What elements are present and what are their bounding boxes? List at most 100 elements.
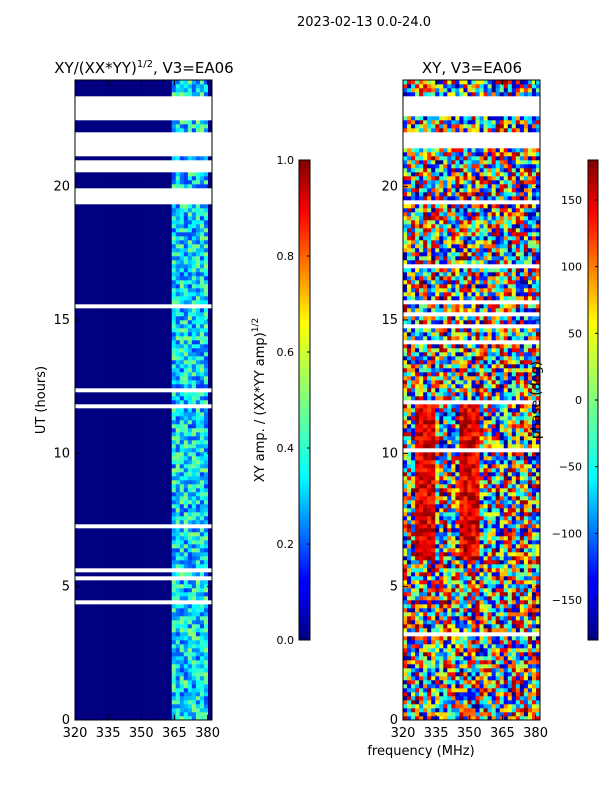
heatmap-cell: [151, 260, 156, 265]
heatmap-cell: [131, 616, 136, 621]
heatmap-cell: [119, 252, 124, 257]
heatmap-cell: [175, 716, 181, 721]
heatmap-cell: [175, 180, 181, 185]
heatmap-cell: [119, 432, 124, 437]
heatmap-cell: [83, 396, 88, 401]
heatmap-cell: [127, 552, 132, 557]
heatmap-cell: [135, 272, 140, 277]
heatmap-cell: [83, 224, 88, 229]
heatmap-cell: [195, 684, 201, 689]
heatmap-cell: [95, 680, 100, 685]
heatmap-cell: [83, 212, 88, 217]
heatmap-cell: [127, 488, 132, 493]
heatmap-cell: [179, 384, 185, 389]
heatmap-cell: [139, 480, 144, 485]
heatmap-cell: [155, 472, 160, 477]
heatmap-cell: [135, 320, 140, 325]
heatmap-cell: [91, 196, 96, 201]
heatmap-cell: [135, 700, 140, 705]
heatmap-cell: [95, 604, 100, 609]
heatmap-cell: [151, 700, 156, 705]
heatmap-cell: [127, 396, 132, 401]
heatmap-cell: [95, 468, 100, 473]
heatmap-cell: [123, 576, 128, 581]
heatmap-cell: [175, 344, 181, 349]
heatmap-cell: [111, 456, 116, 461]
heatmap-cell: [163, 564, 168, 569]
heatmap-cell: [79, 328, 84, 333]
heatmap-cell: [167, 280, 173, 285]
heatmap-cell: [75, 616, 80, 621]
heatmap-cell: [75, 588, 80, 593]
heatmap-cell: [207, 260, 213, 265]
heatmap-cell: [107, 304, 112, 309]
heatmap-cell: [139, 564, 144, 569]
heatmap-cell: [103, 152, 108, 157]
heatmap-cell: [115, 212, 120, 217]
heatmap-cell: [95, 412, 100, 417]
heatmap-cell: [99, 716, 104, 721]
heatmap-cell: [183, 560, 189, 565]
heatmap-cell: [151, 348, 156, 353]
heatmap-cell: [143, 564, 148, 569]
heatmap-cell: [179, 256, 185, 261]
heatmap-cell: [187, 156, 193, 161]
heatmap-cell: [123, 596, 128, 601]
heatmap-cell: [203, 504, 209, 509]
heatmap-cell: [187, 336, 193, 341]
heatmap-cell: [119, 540, 124, 545]
heatmap-cell: [175, 176, 181, 181]
heatmap-cell: [191, 676, 197, 681]
heatmap-cell: [119, 264, 124, 269]
heatmap-cell: [115, 640, 120, 645]
heatmap-cell: [119, 132, 124, 137]
heatmap-cell: [175, 260, 181, 265]
heatmap-cell: [207, 248, 213, 253]
heatmap-cell: [75, 372, 80, 377]
heatmap-cell: [75, 424, 80, 429]
heatmap-cell: [199, 148, 205, 153]
heatmap-cell: [163, 256, 168, 261]
heatmap-cell: [131, 688, 136, 693]
heatmap-cell: [199, 596, 205, 601]
heatmap-cell: [171, 172, 177, 177]
heatmap-cell: [183, 340, 189, 345]
heatmap-cell: [163, 416, 168, 421]
heatmap-cell: [119, 476, 124, 481]
heatmap-cell: [91, 224, 96, 229]
heatmap-cell: [87, 320, 92, 325]
heatmap-cell: [147, 604, 152, 609]
heatmap-cell: [203, 312, 209, 317]
heatmap-cell: [75, 336, 80, 341]
heatmap-cell: [135, 160, 140, 165]
heatmap-cell: [95, 572, 100, 577]
heatmap-cell: [183, 380, 189, 385]
heatmap-cell: [75, 152, 80, 157]
heatmap-cell: [179, 368, 185, 373]
heatmap-cell: [115, 444, 120, 449]
heatmap-cell: [75, 344, 80, 349]
heatmap-cell: [203, 256, 209, 261]
heatmap-cell: [167, 412, 173, 417]
heatmap-cell: [147, 248, 152, 253]
heatmap-cell: [203, 240, 209, 245]
heatmap-cell: [139, 424, 144, 429]
heatmap-cell: [199, 452, 205, 457]
heatmap-cell: [111, 232, 116, 237]
heatmap-cell: [159, 420, 164, 425]
heatmap-cell: [175, 712, 181, 717]
heatmap-cell: [163, 188, 168, 193]
heatmap-cell: [139, 696, 144, 701]
heatmap-cell: [191, 696, 197, 701]
heatmap-cell: [79, 348, 84, 353]
heatmap-cell: [187, 472, 193, 477]
heatmap-cell: [87, 572, 92, 577]
heatmap-cell: [91, 292, 96, 297]
heatmap-cell: [171, 548, 177, 553]
heatmap-cell: [139, 460, 144, 465]
heatmap-cell: [139, 656, 144, 661]
heatmap-cell: [103, 384, 108, 389]
heatmap-cell: [155, 268, 160, 273]
heatmap-cell: [127, 252, 132, 257]
heatmap-cell: [91, 440, 96, 445]
